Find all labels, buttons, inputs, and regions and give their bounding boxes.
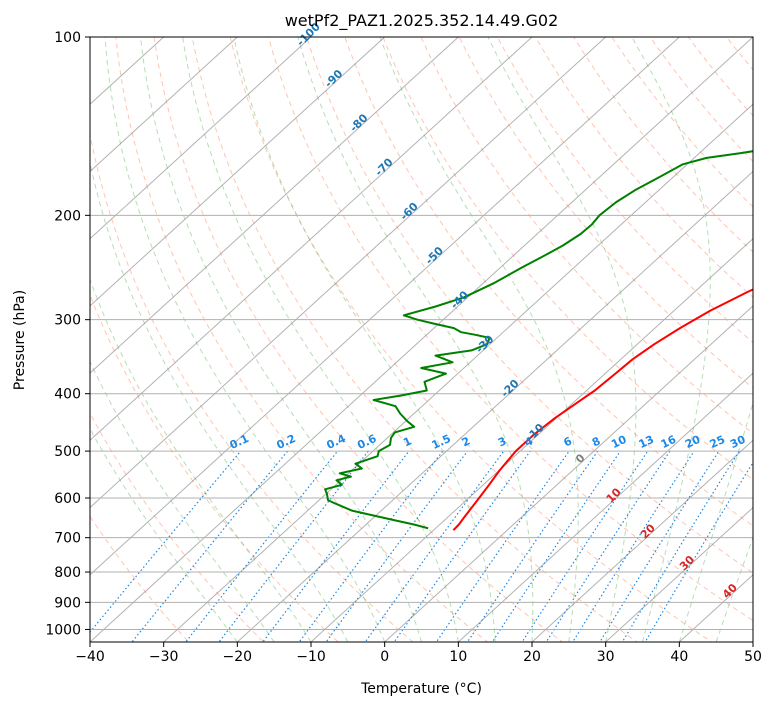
moist-adiabat bbox=[678, 401, 753, 642]
dry-adiabat bbox=[90, 293, 339, 642]
isotherm-line bbox=[310, 237, 753, 642]
mixing-ratio-label: 25 bbox=[708, 433, 727, 451]
x-tick-label: 30 bbox=[597, 649, 615, 665]
y-tick-label: 800 bbox=[54, 565, 81, 581]
moist-adiabat bbox=[90, 160, 349, 642]
mixing-ratio-label: 20 bbox=[683, 433, 703, 451]
isotherm-line bbox=[236, 170, 753, 642]
x-tick-label: 10 bbox=[449, 649, 467, 665]
isotherm-line bbox=[531, 439, 753, 642]
y-tick-label: 300 bbox=[54, 313, 81, 329]
isotherm-line bbox=[90, 37, 607, 509]
isotherm-line bbox=[162, 103, 753, 642]
y-tick-label: 100 bbox=[54, 30, 81, 46]
isotherm-line bbox=[90, 37, 753, 642]
profile-lines bbox=[324, 150, 753, 531]
x-tick-label: −20 bbox=[223, 649, 253, 665]
dry-adiabat bbox=[267, 37, 753, 622]
y-axis: 100 200 300 400 500 600 700 800 900 1000 bbox=[45, 30, 90, 638]
x-axis-label: Temperature (°C) bbox=[360, 681, 482, 697]
mixing-ratio-label: 10 bbox=[609, 433, 629, 451]
y-tick-label: 600 bbox=[54, 491, 81, 507]
y-tick-label: 400 bbox=[54, 387, 81, 403]
dry-adiabat bbox=[496, 37, 753, 344]
moist-adiabat bbox=[297, 37, 534, 642]
background-lines bbox=[90, 37, 753, 642]
y-tick-label: 900 bbox=[54, 595, 81, 611]
moist-adiabat bbox=[104, 37, 386, 642]
isotherm-line bbox=[90, 37, 533, 442]
x-tick-label: 40 bbox=[670, 649, 688, 665]
isotherm-line bbox=[604, 506, 753, 642]
isotherm-line bbox=[90, 37, 239, 173]
dry-adiabat bbox=[458, 37, 753, 389]
x-tick-label: 0 bbox=[380, 649, 389, 665]
x-tick-label: −30 bbox=[149, 649, 179, 665]
moist-adiabat bbox=[90, 278, 312, 642]
dry-adiabat bbox=[90, 515, 190, 642]
isotherm-line bbox=[457, 372, 753, 642]
isotherm-line bbox=[90, 37, 460, 374]
temperature-line bbox=[452, 288, 753, 531]
moist-adiabat bbox=[140, 37, 422, 642]
moist-adiabat bbox=[182, 37, 459, 642]
dry-adiabat bbox=[90, 131, 414, 642]
mixing-ratio-label: 16 bbox=[659, 433, 679, 451]
mixing-ratio-label: 30 bbox=[728, 433, 748, 451]
x-tick-label: −40 bbox=[75, 649, 105, 665]
dry-adiabat bbox=[229, 37, 713, 642]
dry-adiabat bbox=[191, 37, 638, 642]
isotherm-line bbox=[90, 37, 386, 307]
dry-adiabat bbox=[90, 412, 265, 642]
moist-adiabat bbox=[90, 427, 238, 642]
moist-adiabat bbox=[487, 37, 637, 642]
isotherm-line bbox=[383, 305, 753, 642]
x-tick-label: 50 bbox=[744, 649, 762, 665]
x-tick-label: 20 bbox=[523, 649, 541, 665]
mixing-ratio-label: 13 bbox=[637, 433, 656, 451]
y-tick-label: 1000 bbox=[45, 622, 81, 638]
y-axis-label: Pressure (hPa) bbox=[12, 290, 28, 390]
isotherm-line bbox=[90, 37, 312, 240]
isotherm-line bbox=[90, 37, 681, 576]
chart-title: wetPf2_PAZ1.2025.352.14.49.G02 bbox=[285, 11, 559, 31]
dewpoint-line bbox=[324, 150, 753, 530]
moist-adiabat bbox=[379, 37, 579, 642]
x-axis: −40 −30 −20 −10 0 10 20 30 40 50 bbox=[75, 642, 762, 665]
y-tick-label: 500 bbox=[54, 444, 81, 460]
dry-adiabat bbox=[306, 37, 753, 574]
moist-adiabat bbox=[90, 360, 275, 642]
dry-adiabat bbox=[382, 37, 753, 481]
dry-adiabat bbox=[115, 37, 489, 642]
y-tick-label: 700 bbox=[54, 531, 81, 547]
x-tick-label: −10 bbox=[296, 649, 326, 665]
y-tick-label: 200 bbox=[54, 208, 81, 224]
plot-frame bbox=[89, 36, 754, 643]
